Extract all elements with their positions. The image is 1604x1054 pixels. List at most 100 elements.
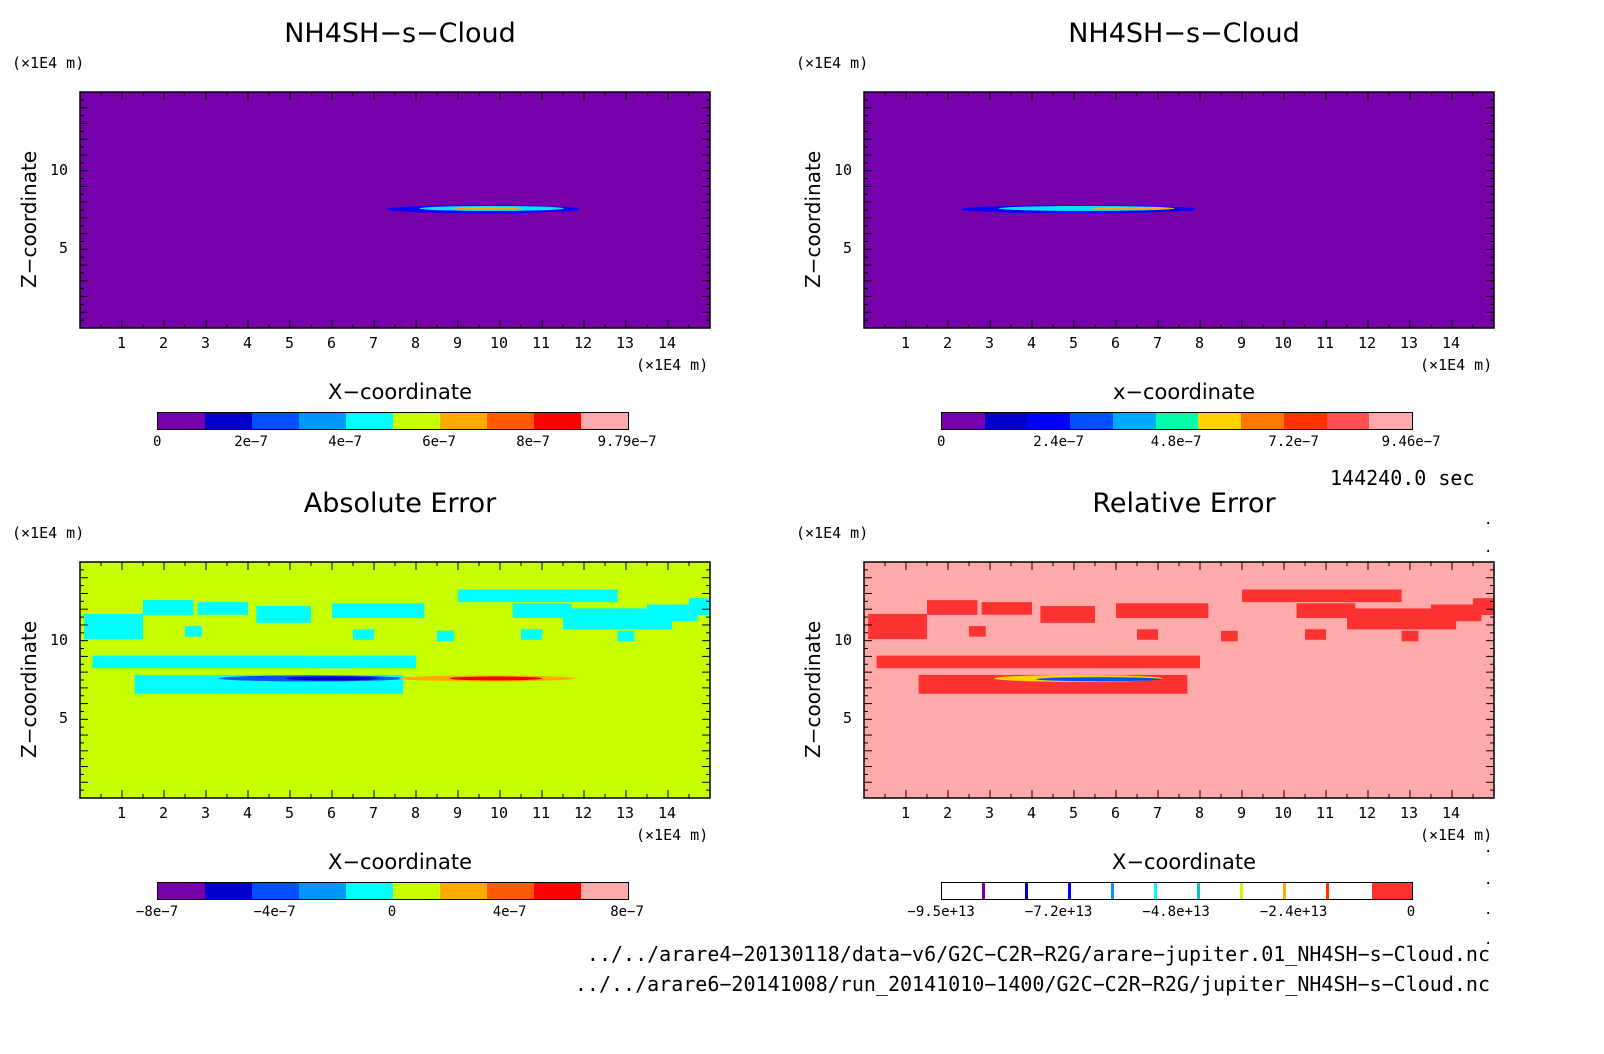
x-tick-label: 12: [1358, 804, 1377, 822]
colorbar-segment: [487, 883, 534, 899]
x-tick-label: 6: [327, 804, 337, 822]
x-tick-label: 11: [532, 334, 551, 352]
colorbar-tick-label: 4.8e−7: [1150, 434, 1202, 450]
colorbar-tick-label: 0: [153, 434, 162, 450]
colorbar: [941, 882, 1413, 900]
colorbar-segment: [985, 883, 1028, 899]
x-tick-label: 4: [1027, 804, 1037, 822]
colorbar-tick-label: 0: [937, 434, 946, 450]
error-band: [1116, 603, 1209, 618]
x-tick-label: 2: [943, 334, 953, 352]
marker-dot: .: [1484, 540, 1493, 556]
marker-dot: .: [1484, 902, 1493, 918]
x-tick-label: 12: [574, 804, 593, 822]
marker-dot: .: [1484, 512, 1493, 528]
colorbar-tick-label: 0: [387, 904, 397, 920]
colorbar-segment: [1070, 413, 1113, 429]
y-axis-unit: (×1E4 m): [12, 524, 85, 542]
marker-dot: .: [1484, 872, 1493, 888]
colorbar-segment: [1114, 883, 1157, 899]
colorbar-segment: [346, 413, 393, 429]
x-tick-label: 10: [1274, 804, 1293, 822]
x-tick-label: 4: [243, 804, 253, 822]
x-tick-label: 2: [943, 804, 953, 822]
x-tick-label: 7: [1153, 804, 1163, 822]
x-tick-label: 11: [532, 804, 551, 822]
x-tick-label: 8: [411, 804, 421, 822]
marker-dot: .: [1484, 932, 1493, 948]
colorbar-segment: [1283, 413, 1327, 429]
negative-error-core: [285, 676, 379, 681]
y-axis-label: Z−coordinate: [17, 620, 41, 758]
x-tick-label: 6: [327, 334, 337, 352]
error-band: [1347, 608, 1457, 630]
x-tick-label: 14: [1442, 334, 1461, 352]
colorbar-segment: [1198, 413, 1242, 429]
x-tick-label: 2: [159, 804, 169, 822]
colorbar-segment: [1243, 883, 1286, 899]
colorbar-segment: [1286, 883, 1329, 899]
colorbar-tick-label: 8e−7: [610, 904, 644, 920]
error-band: [1040, 606, 1095, 623]
colorbar: [941, 412, 1413, 430]
error-band: [185, 626, 202, 637]
timestamp-label: 144240.0 sec: [1330, 466, 1475, 490]
x-tick-label: 3: [985, 334, 995, 352]
x-tick-label: 14: [1442, 804, 1461, 822]
error-band: [1137, 629, 1158, 640]
x-tick-label: 7: [1153, 334, 1163, 352]
colorbar-segment: [1241, 413, 1284, 429]
x-tick-label: 5: [285, 334, 295, 352]
x-axis-label: X−coordinate: [1112, 850, 1256, 874]
colorbar-segment: [1372, 883, 1412, 899]
x-tick-label: 5: [1069, 804, 1079, 822]
colorbar-tick-label: −2.4e+13: [1259, 904, 1328, 920]
colorbar-tick-label: 9.79e−7: [597, 434, 657, 450]
colorbar-segment: [393, 883, 440, 899]
x-tick-label: 4: [1027, 334, 1037, 352]
x-tick-label: 13: [616, 334, 635, 352]
error-band: [1473, 598, 1494, 615]
error-band: [197, 602, 248, 615]
x-tick-label: 7: [369, 334, 379, 352]
x-tick-label: 9: [1237, 334, 1247, 352]
x-tick-label: 1: [901, 804, 911, 822]
x-tick-label: 2: [159, 334, 169, 352]
colorbar-tick-label: 0: [1406, 904, 1416, 920]
colorbar-tick-label: 9.46e−7: [1381, 434, 1441, 450]
error-band: [647, 604, 698, 622]
error-band: [84, 613, 143, 640]
x-tick-label: 4: [243, 334, 253, 352]
y-tick-label: 5: [59, 239, 69, 258]
error-band: [1296, 603, 1356, 618]
colorbar-segment: [252, 413, 299, 429]
error-band: [256, 606, 311, 623]
colorbar-segment: [942, 883, 985, 899]
colorbar-tick-label: −9.5e+13: [907, 904, 975, 920]
error-band: [969, 626, 986, 637]
error-band: [876, 655, 1142, 669]
error-band: [1431, 604, 1482, 622]
error-band: [868, 613, 927, 640]
x-tick-label: 13: [1400, 804, 1419, 822]
error-band: [563, 608, 673, 630]
x-tick-label: 13: [616, 804, 635, 822]
colorbar-segment: [205, 413, 252, 429]
plot-area: [79, 561, 711, 799]
colorbar-segment: [534, 413, 581, 429]
plot-area: [863, 91, 1495, 329]
y-axis-label: Z−coordinate: [17, 150, 41, 288]
x-tick-label: 5: [285, 804, 295, 822]
panel-title: NH4SH−s−Cloud: [1068, 18, 1300, 49]
error-band: [689, 598, 710, 615]
x-axis-unit: (×1E4 m): [636, 356, 709, 374]
error-band: [981, 602, 1032, 615]
colorbar-tick-label: −4e−7: [253, 904, 296, 920]
colorbar-tick-label: 4e−7: [328, 434, 362, 450]
error-band: [512, 603, 572, 618]
colorbar-segment: [1155, 413, 1199, 429]
x-axis-label: x−coordinate: [1112, 380, 1256, 404]
x-tick-label: 14: [658, 334, 677, 352]
y-axis-unit: (×1E4 m): [796, 524, 869, 542]
colorbar: [157, 412, 629, 430]
